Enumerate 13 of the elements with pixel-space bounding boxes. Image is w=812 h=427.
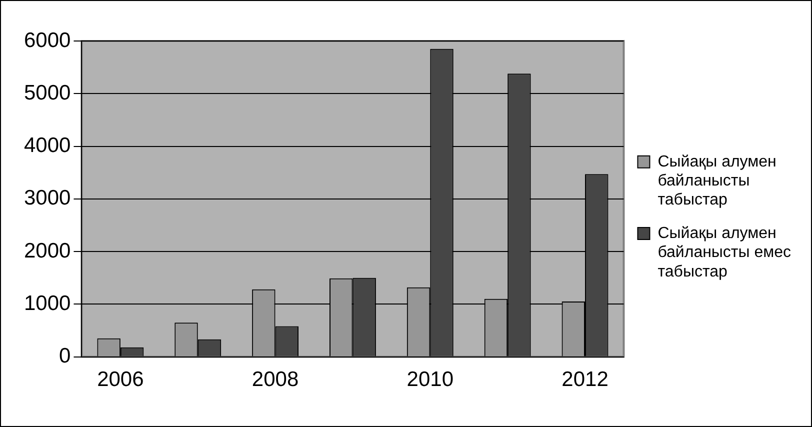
y-tick-label: 3000 [24,186,71,210]
y-tick-label: 0 [59,344,71,368]
legend-label: Сыйақы алумен байланысты емес табыстар [658,224,792,280]
x-tick-label: 2006 [97,368,144,392]
y-tick-label: 1000 [24,292,71,315]
x-tick-label: 2010 [406,368,454,392]
y-tick-label: 4000 [24,134,71,158]
y-tick-label: 5000 [24,81,71,104]
x-tick-label: 2008 [252,368,299,392]
y-tick-label: 2000 [24,239,71,262]
x-tick-label: 2012 [562,368,608,392]
legend-label: Сыйақы алумен байланысты табыстар [658,153,776,209]
y-tick-label: 6000 [24,28,71,52]
